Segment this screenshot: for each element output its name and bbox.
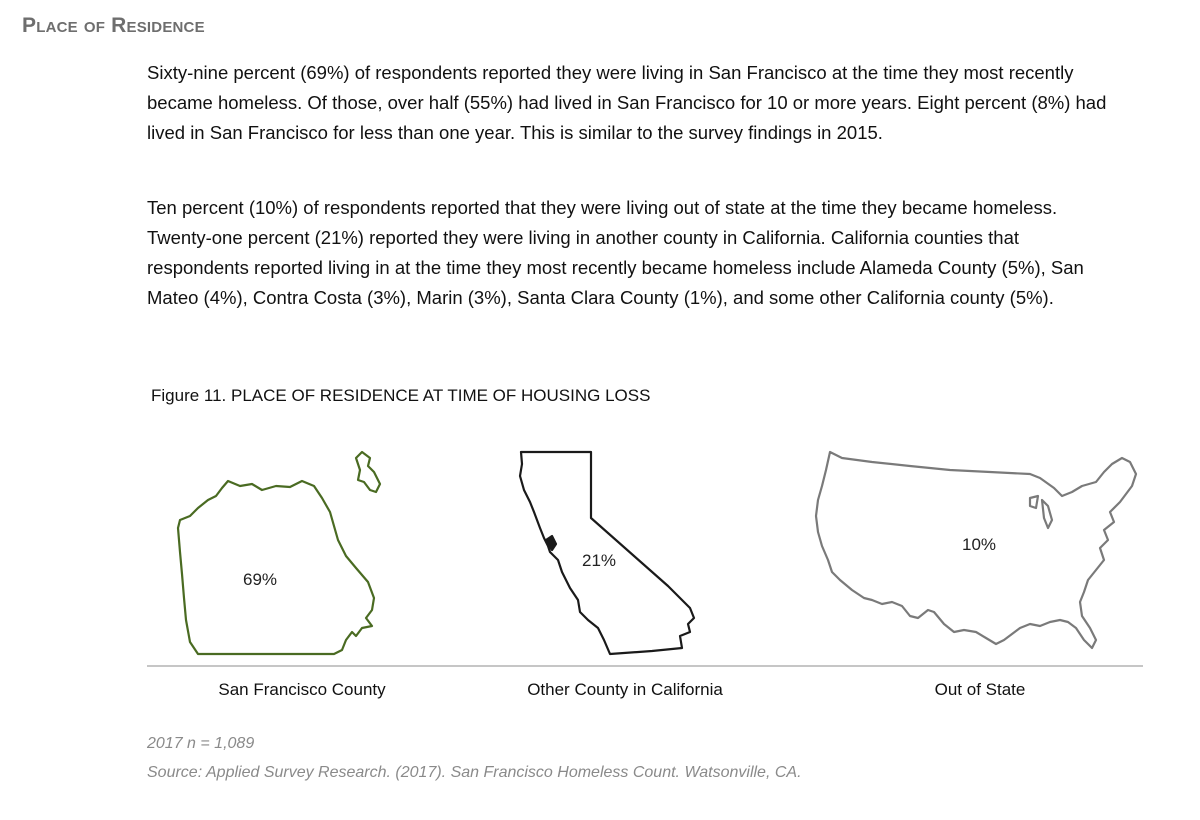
usa-map-icon	[814, 450, 1138, 650]
percent-other-county: 21%	[582, 551, 617, 570]
percent-out-of-state: 10%	[962, 535, 997, 554]
figure-baseline-divider	[147, 665, 1143, 667]
source-note: Source: Applied Survey Research. (2017).…	[147, 764, 802, 781]
label-other-county: Other County in California	[527, 680, 723, 699]
california-map-icon	[518, 450, 696, 656]
percent-san-francisco: 69%	[243, 570, 278, 589]
san-francisco-map-icon	[176, 450, 382, 656]
paragraph-sf-residence: Sixty-nine percent (69%) of respondents …	[147, 62, 1107, 143]
figure-caption: Figure 11. PLACE OF RESIDENCE AT TIME OF…	[151, 386, 651, 405]
section-title: Place of Residence	[22, 14, 205, 37]
label-san-francisco-county: San Francisco County	[218, 680, 386, 699]
sample-size-note: 2017 n = 1,089	[147, 735, 255, 752]
label-out-of-state: Out of State	[934, 680, 1026, 699]
paragraph-out-of-state: Ten percent (10%) of respondents reporte…	[147, 197, 1084, 308]
